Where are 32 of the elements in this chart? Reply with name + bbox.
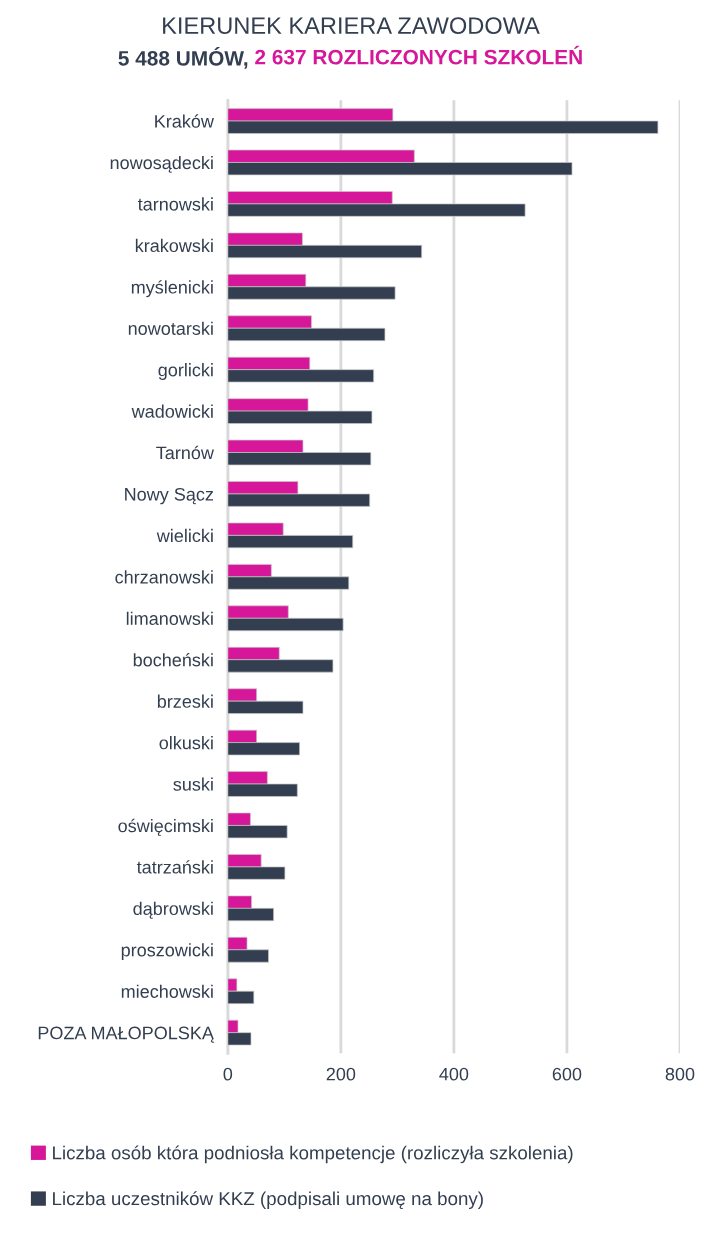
x-tick-label: 800 bbox=[665, 1067, 695, 1081]
x-tick-label: 0 bbox=[223, 1067, 233, 1081]
y-tick-label: proszowicki bbox=[121, 943, 213, 961]
x-tick-label: 400 bbox=[439, 1067, 469, 1081]
x-tick-label: 600 bbox=[552, 1067, 582, 1081]
y-tick-label: krakowski bbox=[135, 238, 213, 253]
y-tick-label: tarnowski bbox=[137, 197, 213, 211]
y-tick-label: gorlicki bbox=[158, 363, 213, 380]
y-tick-label: limanowski bbox=[126, 611, 213, 625]
y-tick-label: suski bbox=[173, 777, 213, 791]
y-tick-label: nowotarski bbox=[128, 321, 213, 335]
y-tick-label: myślenicki bbox=[131, 280, 213, 298]
y-tick-label: dąbrowski bbox=[133, 901, 213, 919]
y-tick-label: nowosądecki bbox=[110, 155, 213, 173]
y-tick-label: bocheński bbox=[133, 652, 213, 667]
y-tick-label: oświęcimski bbox=[118, 818, 213, 836]
y-tick-label: Nowy Sącz bbox=[125, 487, 214, 505]
legend-label: Liczba osób która podniosła kompetencje (rozliczyła szkolenia) bbox=[53, 1145, 573, 1164]
y-tick-label: chrzanowski bbox=[115, 570, 213, 584]
y-tick-label: olkuski bbox=[159, 736, 213, 750]
y-tick-label: miechowski bbox=[121, 984, 213, 998]
y-tick-label: Tarnów bbox=[156, 445, 214, 460]
y-tick-label: Kraków bbox=[155, 114, 214, 128]
legend-label: Liczba uczestników KKZ (podpisali umowę na bony) bbox=[53, 1191, 483, 1210]
chart-title: KIERUNEK KARIERA ZAWODOWA bbox=[163, 17, 540, 34]
x-tick-label: 200 bbox=[326, 1067, 356, 1081]
y-tick-label: wadowicki bbox=[131, 404, 213, 418]
y-tick-label: brzeski bbox=[157, 694, 213, 708]
y-tick-label: tatrzański bbox=[136, 860, 213, 874]
y-tick-label: POZA MAŁOPOLSKĄ bbox=[38, 1026, 215, 1043]
y-tick-label: wielicki bbox=[156, 528, 213, 543]
chart-subtitle: 5 488 UMÓW, 2 637 ROZLICZONYCH SZKOLEŃ bbox=[118, 45, 582, 69]
